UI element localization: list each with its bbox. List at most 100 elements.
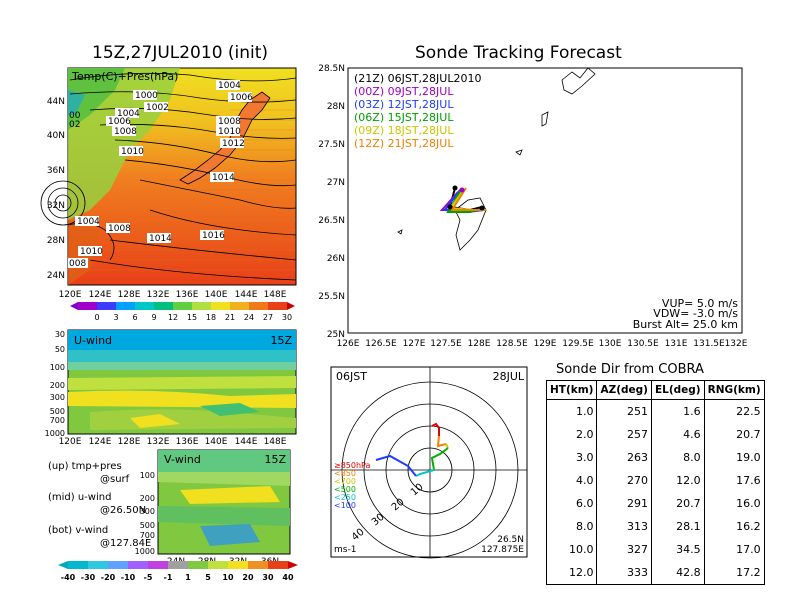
isobar-label: 1010 <box>218 127 241 137</box>
u-wind-time: 15Z <box>270 334 292 347</box>
table-header: RNG(km) <box>703 380 765 400</box>
table-cell: 22.5 <box>703 399 765 423</box>
table-title: Sonde Dir from COBRA <box>556 362 704 377</box>
u-wind-x-label: 148E <box>264 437 287 447</box>
u-wind-y-label: 50 <box>55 345 65 354</box>
lat-label: 28N <box>47 236 65 246</box>
hodo-date: 28JUL <box>493 370 525 383</box>
v-wind-time: 15Z <box>264 453 286 466</box>
v-wind-y-label: 200 <box>140 494 155 503</box>
wind-colorbar-tick: -20 <box>101 573 116 582</box>
lat-label: 32N <box>47 201 65 211</box>
hodo-time: 06JST <box>336 370 367 383</box>
isobar-label: 1004 <box>77 217 100 227</box>
table-cell: 34.5 <box>650 538 705 561</box>
table-cell: 12.0 <box>650 469 705 492</box>
wind-colorbar: -40 -30 -20 -10 -5 -1 1 5 10 20 30 40 <box>58 561 298 582</box>
wind-colorbar-tick: -10 <box>121 573 136 582</box>
colorbar-tick: 3 <box>113 313 118 322</box>
isobar-label: 1006 <box>230 93 253 103</box>
colorbar-tick: 30 <box>282 313 292 322</box>
u-wind-panel: U-wind 15Z 30 50 100 200 300 500 700 100… <box>45 329 297 447</box>
isobar-label: 00 <box>69 111 81 121</box>
temp-pres-map: Temp(C)+Pres(hPa) 1000 1002 1004 1004 10… <box>40 67 297 322</box>
colorbar-tick: 0 <box>94 313 99 322</box>
lat-label: 36N <box>47 166 65 176</box>
isobar-label: 008 <box>69 259 86 269</box>
table-row: 6.0 291 20.7 16.0 <box>545 492 765 515</box>
lon-label: 124E <box>89 290 112 300</box>
track-legend-item: (21Z) 06JST,28JUL2010 <box>354 72 481 85</box>
wind-colorbar-tick: -30 <box>81 573 96 582</box>
track-legend-item: (00Z) 09JST,28JUL <box>354 85 454 98</box>
v-wind-label: V-wind <box>164 453 201 466</box>
lat-label: 44N <box>47 97 65 107</box>
wind-colorbar-tick: 30 <box>262 573 274 582</box>
table-cell: 12.0 <box>545 561 598 585</box>
lon-label: 148E <box>264 290 287 300</box>
track-lat-label: 26N <box>327 254 345 264</box>
isobar-label: 1012 <box>222 139 245 149</box>
u-wind-y-label: 1000 <box>45 429 65 438</box>
colorbar-tick: 6 <box>132 313 137 322</box>
hodo-level-legend: <100 <box>334 501 356 510</box>
table-cell: 313 <box>596 515 652 538</box>
track-lat-label: 26.5N <box>318 216 345 226</box>
track-legend-item: (09Z) 18JST,28JUL <box>354 124 454 137</box>
lat-label: 24N <box>47 271 65 281</box>
hodo-level-legend: <250 <box>334 493 356 502</box>
vdw-text: VDW= -3.0 m/s <box>653 307 738 320</box>
note-mid: (mid) u-wind <box>48 492 112 503</box>
table-header: AZ(deg) <box>596 380 652 400</box>
table-cell: 20.7 <box>650 492 705 515</box>
isobar-label: 1000 <box>135 91 158 101</box>
u-wind-x-label: 140E <box>205 437 228 447</box>
hodo-level-legend: <700 <box>334 477 356 486</box>
track-lon-label: 129.5E <box>562 339 594 349</box>
track-legend-item: (03Z) 12JST,28JUL <box>354 98 454 111</box>
track-lon-label: 126E <box>337 339 360 349</box>
track-lon-label: 130E <box>599 339 622 349</box>
lon-label: 120E <box>59 290 82 300</box>
track-lat-label: 28N <box>327 102 345 112</box>
hodo-level-legend: ≥850hPa <box>334 461 371 470</box>
hodo-lon: 127.875E <box>481 545 524 555</box>
wind-colorbar-tick: -5 <box>144 573 153 582</box>
table-cell: 251 <box>596 399 652 423</box>
track-legend-item: (06Z) 15JST,28JUL <box>354 111 454 124</box>
isobar-label: 1008 <box>218 117 241 127</box>
table-cell: 42.8 <box>650 561 705 585</box>
isobar-label: 1014 <box>212 173 235 183</box>
table-cell: 270 <box>596 469 652 492</box>
table-row: 8.0 313 28.1 16.2 <box>545 515 765 538</box>
colorbar-tick: 12 <box>168 313 178 322</box>
isobar-label: 1014 <box>149 234 172 244</box>
isobar-label: 1004 <box>218 81 241 91</box>
table-row: 10.0 327 34.5 17.0 <box>545 538 765 561</box>
u-wind-y-label: 700 <box>50 416 65 425</box>
u-wind-x-label: 124E <box>89 437 112 447</box>
colorbar-tick: 9 <box>151 313 156 322</box>
table-cell: 10.0 <box>545 538 598 561</box>
table-cell: 257 <box>596 423 652 446</box>
table-cell: 333 <box>596 561 652 585</box>
table-cell: 1.6 <box>650 399 705 423</box>
table-cell: 3.0 <box>545 446 598 469</box>
u-wind-x-label: 120E <box>59 437 82 447</box>
left-title: 15Z,27JUL2010 (init) <box>92 43 269 63</box>
hodo-level-legend: <850 <box>334 469 356 478</box>
wind-colorbar-tick: 40 <box>282 573 294 582</box>
wind-colorbar-tick: 10 <box>222 573 234 582</box>
table-cell: 4.6 <box>650 423 705 446</box>
table-row: 1.0 251 1.6 22.5 <box>545 399 765 423</box>
lon-label: 132E <box>147 290 170 300</box>
track-lon-label: 129E <box>534 339 557 349</box>
track-lon-label: 132E <box>725 339 748 349</box>
colorbar-tick: 27 <box>263 313 273 322</box>
table-cell: 327 <box>596 538 652 561</box>
u-wind-x-label: 128E <box>118 437 141 447</box>
table-cell: 6.0 <box>545 492 598 515</box>
track-legend-item: (12Z) 21JST,28JUL <box>354 137 454 150</box>
isobar-label: 1010 <box>121 147 144 157</box>
lon-label: 128E <box>118 290 141 300</box>
